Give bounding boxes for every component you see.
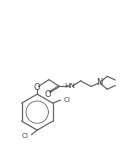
Text: O: O [34,83,41,92]
Text: O: O [44,90,51,99]
Text: Cl: Cl [22,133,29,139]
Text: Cl: Cl [63,97,70,103]
Text: HN: HN [65,83,76,89]
Text: N: N [96,78,102,87]
